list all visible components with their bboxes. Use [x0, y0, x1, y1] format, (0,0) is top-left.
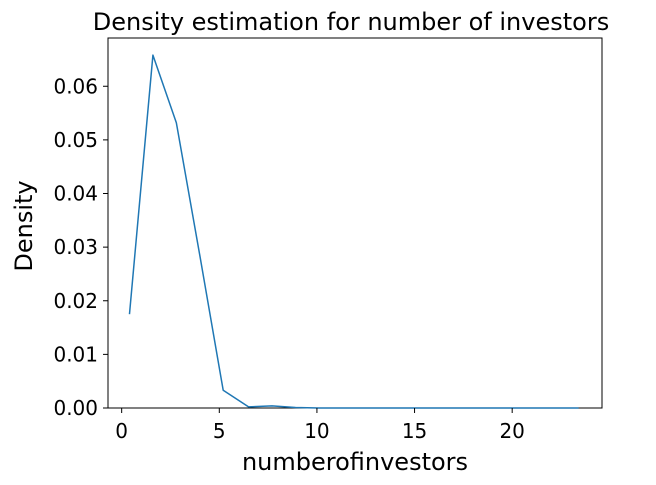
- x-axis-label: numberofinvestors: [242, 448, 468, 476]
- y-tick-label: 0.02: [53, 289, 98, 313]
- x-tick-label: 10: [304, 419, 329, 443]
- x-tick-label: 5: [213, 419, 226, 443]
- y-tick-label: 0.05: [53, 128, 98, 152]
- plot-frame: [107, 37, 603, 409]
- x-tick-label: 20: [499, 419, 524, 443]
- y-tick-label: 0.03: [53, 235, 98, 259]
- y-axis-label: Density: [10, 180, 38, 271]
- chart-title: Density estimation for number of investo…: [93, 8, 609, 36]
- y-tick-label: 0.00: [53, 396, 98, 420]
- y-tick-label: 0.06: [53, 74, 98, 98]
- y-axis-ticks: 0.00 0.01 0.02 0.03 0.04 0.05 0.06: [53, 74, 108, 420]
- plot-area: [107, 37, 603, 409]
- density-series-line: [128, 54, 579, 409]
- x-axis-ticks: 0 5 10 15 20: [115, 408, 525, 443]
- y-tick-label: 0.04: [53, 182, 98, 206]
- x-tick-label: 0: [115, 419, 128, 443]
- y-tick-label: 0.01: [53, 342, 98, 366]
- x-tick-label: 15: [402, 419, 427, 443]
